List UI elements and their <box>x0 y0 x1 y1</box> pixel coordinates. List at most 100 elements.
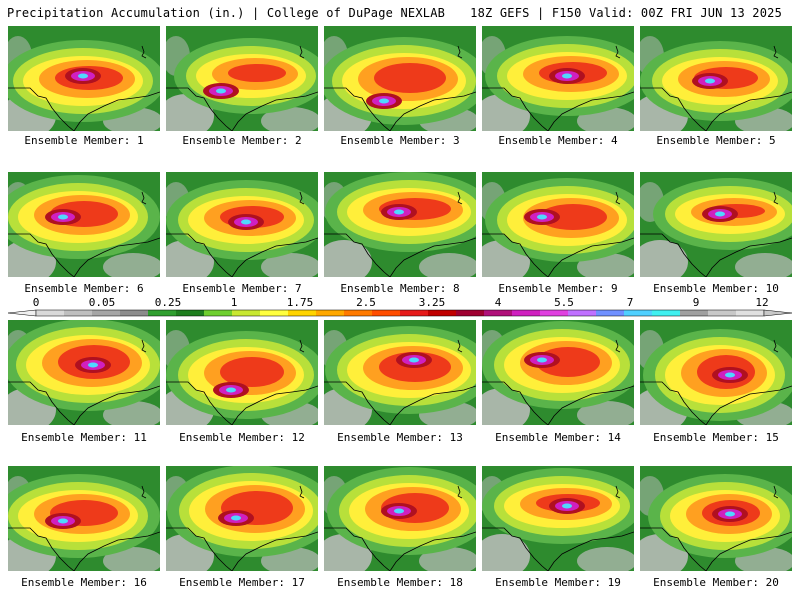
ensemble-caption: Ensemble Member: 16 <box>21 576 147 589</box>
ensemble-caption: Ensemble Member: 17 <box>179 576 305 589</box>
colorbar-swatch <box>708 310 737 316</box>
precip-map <box>166 466 318 571</box>
ensemble-panel-10 <box>640 172 792 277</box>
precip-band-red <box>228 64 286 82</box>
coastline <box>705 237 792 277</box>
lake-outline <box>457 339 463 353</box>
ensemble-panel-17 <box>166 466 318 571</box>
lake-outline <box>615 485 621 499</box>
precip-peak <box>715 211 725 217</box>
precip-map <box>166 26 318 131</box>
precip-peak <box>226 387 236 393</box>
colorbar-swatch <box>64 310 93 316</box>
lake-outline <box>773 191 779 205</box>
lake-outline <box>141 191 147 205</box>
lake-outline <box>141 45 147 59</box>
colorbar-tick-label: 7 <box>626 296 634 309</box>
ensemble-caption: Ensemble Member: 19 <box>495 576 621 589</box>
colorbar-swatch <box>400 310 429 316</box>
lake-outline <box>615 339 621 353</box>
border-line <box>166 233 233 277</box>
border-line <box>166 87 233 131</box>
precip-peak <box>562 503 572 509</box>
border-line <box>640 87 707 131</box>
colorbar-swatch <box>596 310 625 316</box>
colorbar-tick-label: 1.75 <box>286 296 314 309</box>
ensemble-panel-16 <box>8 466 160 571</box>
precip-map <box>640 466 792 571</box>
ensemble-panel-12 <box>166 320 318 425</box>
precip-peak <box>394 209 404 215</box>
colorbar-swatch <box>288 310 317 316</box>
ensemble-caption: Ensemble Member: 9 <box>498 282 618 295</box>
colorbar-tick-label: 12 <box>755 296 769 309</box>
colorbar-swatch <box>260 310 289 316</box>
border-line <box>482 381 549 425</box>
precip-map <box>640 26 792 131</box>
dry-area <box>324 240 372 277</box>
ensemble-panel-14 <box>482 320 634 425</box>
ensemble-caption: Ensemble Member: 13 <box>337 431 463 444</box>
precip-peak <box>725 511 735 517</box>
precip-map <box>482 172 634 277</box>
ensemble-caption: Ensemble Member: 4 <box>498 134 618 147</box>
coastline <box>547 91 634 131</box>
lake-outline <box>773 339 779 353</box>
precip-map <box>482 320 634 425</box>
ensemble-caption: Ensemble Member: 20 <box>653 576 779 589</box>
border-line <box>324 233 391 277</box>
ensemble-panel-20 <box>640 466 792 571</box>
colorbar-swatch <box>36 310 65 316</box>
colorbar-swatch <box>484 310 513 316</box>
page-title: Precipitation Accumulation (in.) | Colle… <box>7 6 446 20</box>
precip-peak <box>562 73 572 79</box>
coastline <box>73 237 160 277</box>
color-scale-bar <box>7 309 793 317</box>
lake-outline <box>773 485 779 499</box>
precip-map <box>482 466 634 571</box>
lake-outline <box>299 485 305 499</box>
dry-area <box>261 107 318 131</box>
lake-outline <box>299 191 305 205</box>
ensemble-panel-11 <box>8 320 160 425</box>
dry-area <box>261 253 318 277</box>
dry-area <box>103 547 160 571</box>
coastline <box>547 385 634 425</box>
precip-map <box>8 26 160 131</box>
border-line <box>166 381 233 425</box>
ensemble-panel-8 <box>324 172 476 277</box>
precip-peak <box>88 362 98 368</box>
ensemble-caption: Ensemble Member: 12 <box>179 431 305 444</box>
dry-area <box>640 240 688 277</box>
colorbar-swatch <box>372 310 401 316</box>
border-line <box>640 527 707 571</box>
ensemble-caption: Ensemble Member: 15 <box>653 431 779 444</box>
lake-outline <box>615 45 621 59</box>
precip-band-red <box>374 63 446 93</box>
ensemble-caption: Ensemble Member: 10 <box>653 282 779 295</box>
precip-peak <box>78 73 88 79</box>
dry-area <box>577 401 634 425</box>
border-line <box>324 527 391 571</box>
precip-map <box>324 26 476 131</box>
lake-outline <box>299 339 305 353</box>
colorbar-swatch <box>344 310 373 316</box>
colorbar-swatch <box>624 310 653 316</box>
ensemble-panel-13 <box>324 320 476 425</box>
coastline <box>231 531 318 571</box>
lake-outline <box>141 485 147 499</box>
ensemble-panel-1 <box>8 26 160 131</box>
coastline <box>231 91 318 131</box>
colorbar-tick-label: 0.05 <box>88 296 116 309</box>
precip-band-red <box>220 357 284 387</box>
dry-area <box>482 534 530 571</box>
precip-peak <box>58 518 68 524</box>
dry-area <box>103 253 160 277</box>
coastline <box>231 237 318 277</box>
border-line <box>482 527 549 571</box>
border-line <box>8 527 75 571</box>
colorbar-tick-label: 1 <box>230 296 238 309</box>
ensemble-panel-4 <box>482 26 634 131</box>
ensemble-panel-15 <box>640 320 792 425</box>
precip-peak <box>241 219 251 225</box>
